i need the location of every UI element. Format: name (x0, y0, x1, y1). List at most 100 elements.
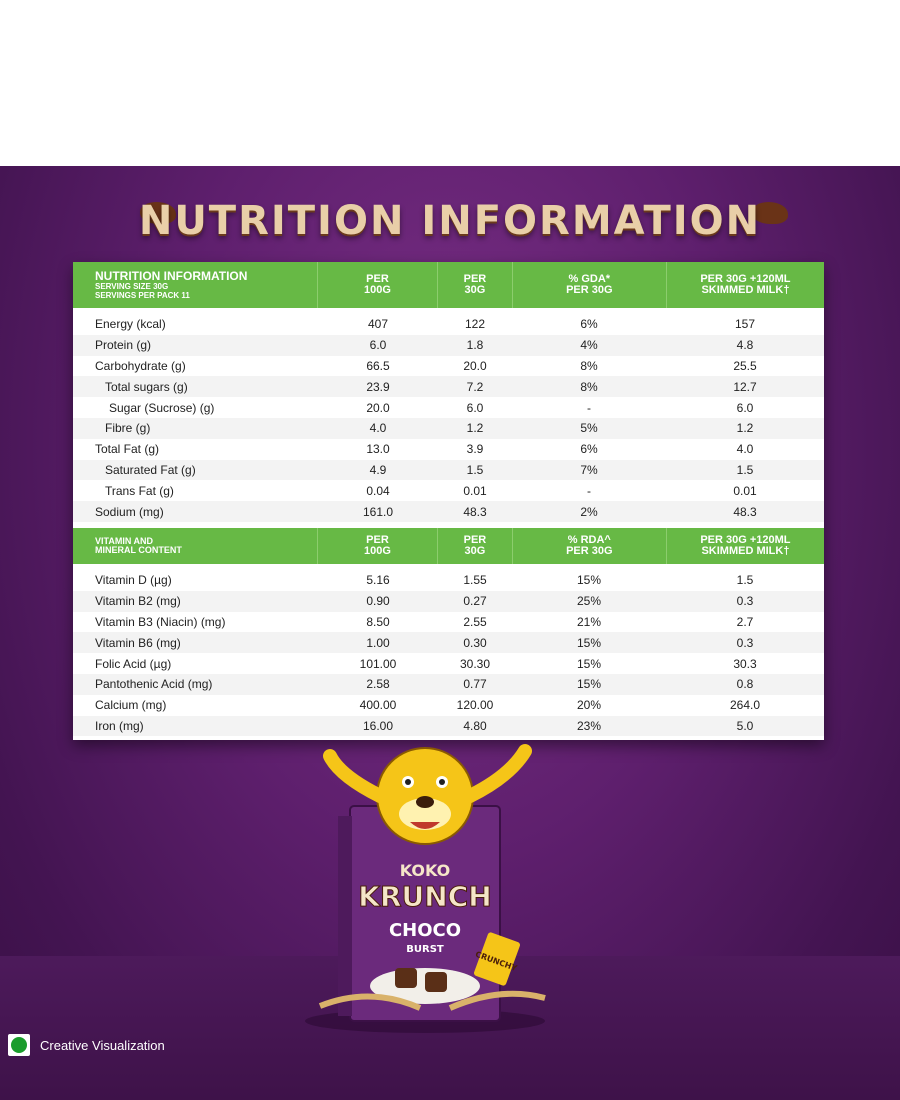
value-percent: 25% (576, 594, 602, 609)
value-per100: 4.0 (369, 421, 387, 436)
value-per100: 5.16 (366, 573, 390, 588)
nutrient-name: Protein (g) (95, 338, 152, 353)
value-with-milk: 1.2 (736, 421, 754, 436)
value-percent: 7% (580, 462, 598, 477)
nutrient-name: Iron (mg) (95, 718, 144, 733)
vitamin-row: Folic Acid (µg) 101.00 30.30 15% 30.3 (73, 653, 824, 674)
nutrition-row: Total Fat (g) 13.0 3.9 6% 4.0 (73, 439, 824, 460)
value-percent: 5% (580, 421, 598, 436)
value-per100: 1.00 (366, 635, 390, 650)
value-per30: 2.55 (463, 614, 487, 629)
nutrient-name: Fibre (g) (105, 421, 151, 436)
vheader-rda-a: % RDA^ (567, 533, 611, 546)
nutrition-row: Sodium (mg) 161.0 48.3 2% 48.3 (73, 501, 824, 522)
value-with-milk: 0.3 (736, 635, 754, 650)
vitamin-row: Calcium (mg) 400.00 120.00 20% 264.0 (73, 695, 824, 716)
value-per100: 8.50 (366, 614, 390, 629)
vitamin-row: Vitamin D (µg) 5.16 1.55 15% 1.5 (73, 570, 824, 591)
nutrient-name: Energy (kcal) (95, 317, 166, 332)
value-with-milk: 0.8 (736, 677, 754, 692)
nutrient-name: Pantothenic Acid (mg) (95, 677, 213, 692)
vheader-milk-a: PER 30G +120ML (700, 533, 791, 546)
value-percent: 8% (580, 358, 598, 373)
nutrition-row: Fibre (g) 4.0 1.2 5% 1.2 (73, 417, 824, 439)
value-with-milk: 4.0 (736, 442, 754, 457)
value-per100: 20.0 (366, 400, 390, 415)
vheader-milk-b: SKIMMED MILK† (701, 544, 790, 557)
value-percent: 4% (580, 338, 598, 353)
serving-size: SERVING SIZE 30G (95, 281, 169, 291)
value-per100: 66.5 (366, 358, 390, 373)
choco-splash-right (752, 202, 788, 224)
value-with-milk: 0.01 (733, 483, 757, 498)
value-with-milk: 30.3 (733, 656, 757, 671)
nutrient-name: Trans Fat (g) (105, 483, 174, 498)
value-per100: 13.0 (366, 442, 390, 457)
vheader-per100-a: PER (366, 533, 389, 546)
value-per30: 4.80 (463, 718, 487, 733)
veg-mark-icon (8, 1034, 30, 1056)
vheader-rda-b: PER 30G (566, 544, 613, 557)
page-title: NUTRITION INFORMATION (138, 198, 762, 244)
value-percent: 15% (576, 573, 602, 588)
value-with-milk: 2.7 (736, 614, 754, 629)
nutrition-row: Saturated Fat (g) 4.9 1.5 7% 1.5 (73, 459, 824, 481)
nutrition-row: Trans Fat (g) 0.04 0.01 - 0.01 (73, 480, 824, 501)
header-title-cell: NUTRITION INFORMATION SERVING SIZE 30G S… (73, 262, 317, 308)
value-with-milk: 0.3 (736, 594, 754, 609)
value-per30: 6.0 (466, 400, 484, 415)
value-with-milk: 48.3 (733, 504, 757, 519)
nutrient-name: Vitamin B2 (mg) (95, 594, 181, 609)
value-per30: 120.00 (456, 698, 494, 713)
value-with-milk: 4.8 (736, 338, 754, 353)
vitamin-row: Vitamin B2 (mg) 0.90 0.27 25% 0.3 (73, 590, 824, 612)
value-per100: 4.9 (369, 462, 387, 477)
servings-per-pack: SERVINGS PER PACK 11 (95, 290, 190, 300)
value-per30: 0.30 (463, 635, 487, 650)
value-per30: 122 (464, 317, 486, 332)
box-variant-a: CHOCO (389, 920, 461, 941)
nutrition-row: Total sugars (g) 23.9 7.2 8% 12.7 (73, 376, 824, 398)
value-per30: 1.5 (466, 462, 484, 477)
nutrient-name: Saturated Fat (g) (105, 462, 196, 477)
header-per30-a: PER (463, 273, 487, 285)
nutrient-name: Folic Acid (µg) (95, 656, 172, 671)
vheader-per30-b: 30G (464, 544, 486, 557)
value-with-milk: 264.0 (729, 698, 761, 713)
value-per100: 400.00 (359, 698, 397, 713)
value-percent: - (587, 483, 591, 498)
vitamin-row: Iron (mg) 16.00 4.80 23% 5.0 (73, 715, 824, 737)
vheader-per100-b: 100G (363, 544, 391, 557)
header-per30: PER 30G (437, 262, 512, 308)
value-with-milk: 157 (734, 317, 756, 332)
nutrient-name: Sodium (mg) (95, 504, 164, 519)
header-milk: PER 30G +120ML SKIMMED MILK† (665, 262, 824, 308)
vitamin-rows: Vitamin D (µg) 5.16 1.55 15% 1.5 Vitamin B2 (… (73, 564, 824, 737)
nutrition-header-row: NUTRITION INFORMATION SERVING SIZE 30G S… (73, 262, 824, 308)
nutrition-row: Sugar (Sucrose) (g) 20.0 6.0 - 6.0 (73, 397, 824, 418)
value-per100: 101.00 (359, 656, 397, 671)
header-per100: PER 100G (316, 262, 437, 308)
value-per30: 0.77 (463, 677, 487, 692)
value-per30: 0.27 (463, 594, 487, 609)
value-percent: 6% (580, 442, 598, 457)
value-percent: - (587, 400, 591, 415)
value-per30: 48.3 (463, 504, 487, 519)
nutrient-name: Calcium (mg) (95, 698, 167, 713)
header-per100-b: 100G (363, 284, 391, 296)
value-per100: 0.04 (366, 483, 390, 498)
nutrition-table: NUTRITION INFORMATION SERVING SIZE 30G S… (73, 262, 824, 740)
value-with-milk: 6.0 (736, 400, 754, 415)
value-per100: 161.0 (362, 504, 394, 519)
choco-splash-left (140, 202, 176, 224)
value-percent: 20% (576, 698, 602, 713)
value-with-milk: 1.5 (736, 462, 754, 477)
value-per100: 0.90 (366, 594, 390, 609)
value-per30: 1.55 (463, 573, 487, 588)
nutrient-name: Total sugars (g) (105, 379, 188, 394)
value-percent: 15% (576, 635, 602, 650)
vitamin-title-b: MINERAL CONTENT (95, 544, 182, 555)
vitamin-row: Vitamin B3 (Niacin) (mg) 8.50 2.55 21% 2.7 (73, 612, 824, 633)
value-per30: 7.2 (466, 379, 484, 394)
vitamin-row: Pantothenic Acid (mg) 2.58 0.77 15% 0.8 (73, 673, 824, 695)
